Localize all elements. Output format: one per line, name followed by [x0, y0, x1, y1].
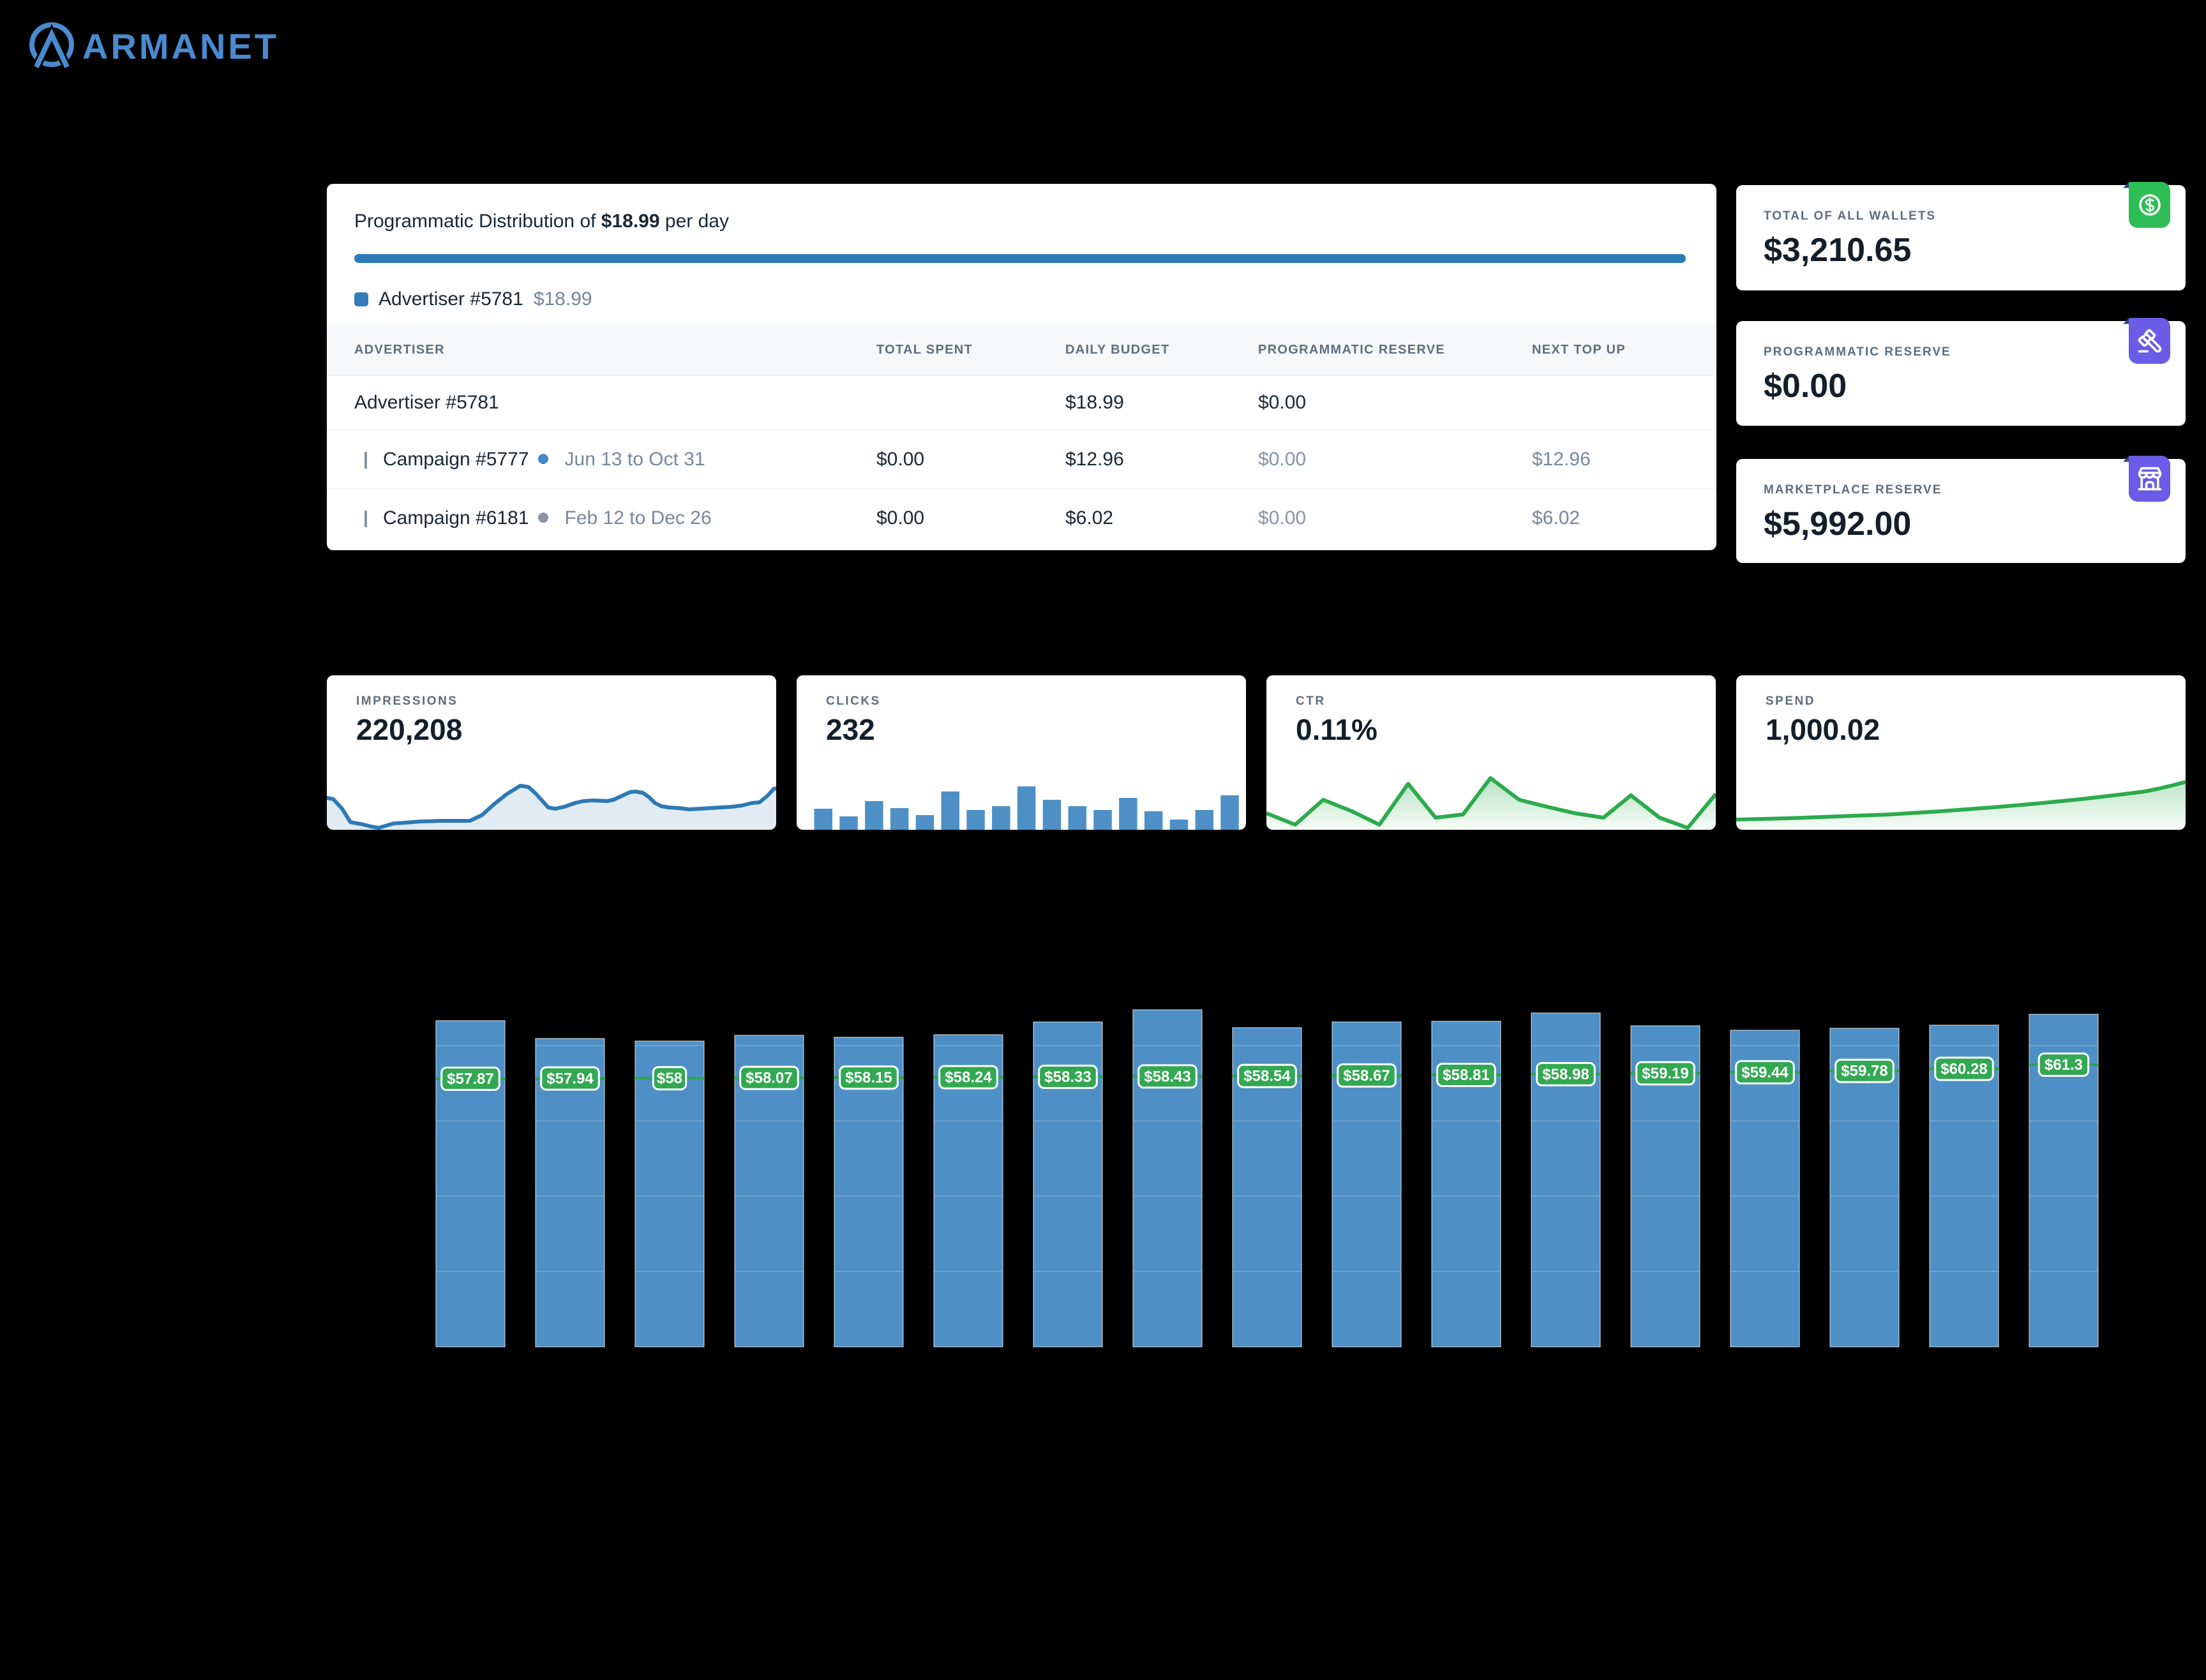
svg-text:$58.07: $58.07	[746, 1070, 792, 1087]
svg-text:$58.98: $58.98	[1542, 1066, 1589, 1083]
svg-text:$57.94: $57.94	[546, 1070, 594, 1088]
svg-text:$61.3: $61.3	[2045, 1056, 2083, 1074]
svg-text:$59.44: $59.44	[1741, 1064, 1789, 1081]
svg-text:$59.78: $59.78	[1841, 1063, 1887, 1080]
svg-text:$58.67: $58.67	[1343, 1067, 1390, 1084]
svg-text:$58.33: $58.33	[1044, 1069, 1091, 1086]
svg-text:$59.19: $59.19	[1642, 1065, 1688, 1083]
svg-text:$58.15: $58.15	[845, 1069, 892, 1086]
svg-text:$58.43: $58.43	[1144, 1068, 1190, 1085]
svg-text:$58: $58	[657, 1070, 682, 1087]
svg-text:$58.24: $58.24	[945, 1069, 992, 1086]
svg-text:$60.28: $60.28	[1940, 1061, 1987, 1078]
svg-text:$57.87: $57.87	[447, 1070, 493, 1088]
svg-text:$58.81: $58.81	[1443, 1067, 1489, 1084]
svg-text:$58.54: $58.54	[1243, 1068, 1291, 1085]
